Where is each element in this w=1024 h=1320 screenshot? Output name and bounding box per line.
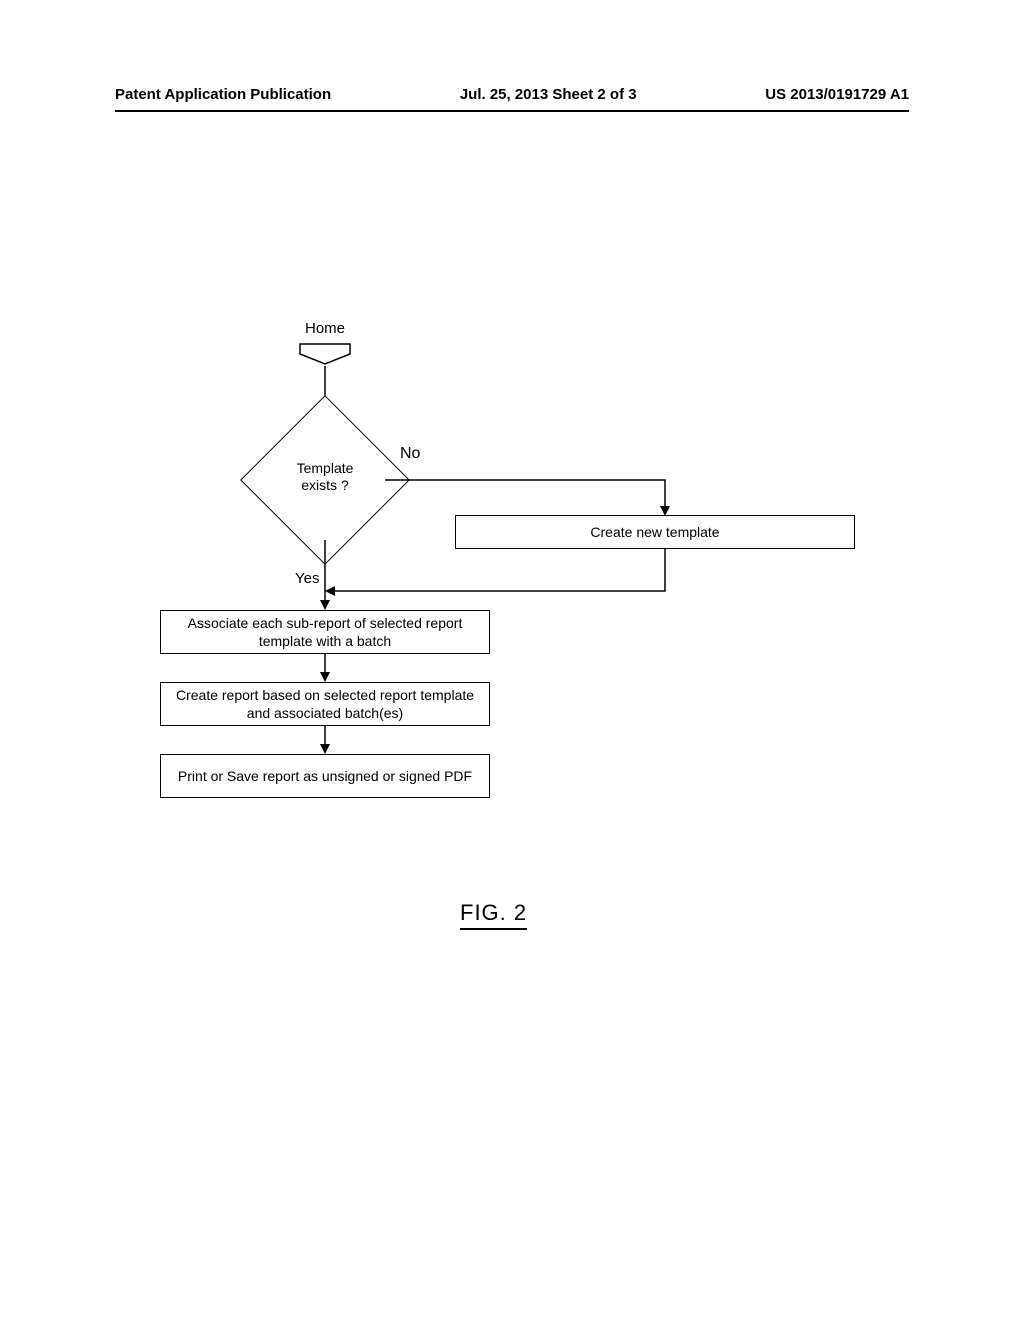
decision-node: Template exists ? xyxy=(265,420,385,540)
create-report-node: Create report based on selected report t… xyxy=(160,682,490,726)
flowchart-diagram: Home Template exists ? No Create new tem… xyxy=(135,320,895,940)
edge-label-yes: Yes xyxy=(295,570,319,587)
decision-label: Template exists ? xyxy=(265,460,385,494)
edge-createtemplate-merge xyxy=(325,549,670,599)
home-label: Home xyxy=(290,320,360,337)
arrowhead-icon xyxy=(320,600,330,610)
figure-caption: FIG. 2 xyxy=(460,900,527,930)
page-header: Patent Application Publication Jul. 25, … xyxy=(0,86,1024,103)
print-label: Print or Save report as unsigned or sign… xyxy=(178,767,472,785)
header-left: Patent Application Publication xyxy=(115,86,331,103)
edge-label-no: No xyxy=(400,445,420,463)
print-node: Print or Save report as unsigned or sign… xyxy=(160,754,490,798)
home-terminator-shape xyxy=(298,342,352,366)
create-report-label: Create report based on selected report t… xyxy=(169,686,481,722)
edge-decision-createtemplate xyxy=(385,475,675,520)
associate-node: Associate each sub-report of selected re… xyxy=(160,610,490,654)
header-right: US 2013/0191729 A1 xyxy=(765,86,909,103)
arrowhead-icon xyxy=(320,672,330,682)
create-template-label: Create new template xyxy=(590,523,719,541)
arrowhead-icon xyxy=(320,744,330,754)
header-rule xyxy=(115,110,909,112)
arrowhead-icon xyxy=(325,586,335,596)
header-center: Jul. 25, 2013 Sheet 2 of 3 xyxy=(460,86,637,103)
associate-label: Associate each sub-report of selected re… xyxy=(169,614,481,650)
create-template-node: Create new template xyxy=(455,515,855,549)
